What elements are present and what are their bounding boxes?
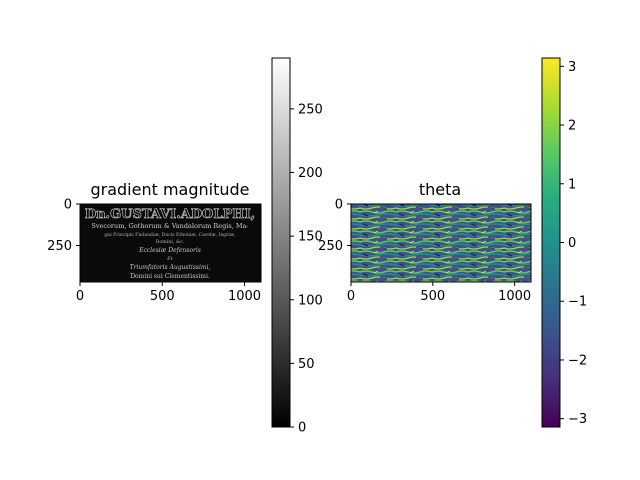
image-text-line: gni Principis Finlandiæ, Ducis Ethoniæ, … [104,232,236,238]
colorbar-tick-label: 0 [298,421,306,436]
panel-theta: theta 0 500 1000 0 250 3 2 1 0 −1 −2 −3 [318,57,587,428]
x-tick-label: 1000 [228,289,261,304]
y-tick-label: 0 [335,198,343,213]
colorbar-viridis [542,58,560,427]
axes-frame [350,203,532,283]
theta-image [351,204,531,282]
colorbar-tick-label: −1 [568,295,587,310]
image-text-line: Domini sui Clementissimi. [130,273,210,280]
image-text-line: Domini, &c. [156,239,185,245]
colorbar-tick-label: −2 [568,353,587,368]
image-text-line: Et [166,256,174,262]
colorbar-tick-label: 150 [298,230,323,245]
colorbar-tick-label: 250 [298,102,323,117]
x-tick-label: 500 [150,289,175,304]
image-text-block: Dn.GUSTAVI.ADOLPHI, Svecorum, Gothorum &… [85,207,256,280]
image-text-line: Dn.GUSTAVI.ADOLPHI, [85,207,255,222]
y-tick-label: 250 [47,239,72,254]
x-tick-label: 0 [76,289,84,304]
colorbar-tick-label: 200 [298,166,323,181]
image-text-line: Triumfatoris Augustissimi, [130,264,211,271]
colorbar-tick-label: 50 [298,357,315,372]
gradient-image [80,204,261,282]
panel-gradient-magnitude: gradient magnitude Dn.GUSTAVI.ADOLPHI, S… [47,57,323,436]
colorbar-tick-label: 2 [568,119,576,134]
colorbar-frame [271,57,291,428]
colorbar-tick-label: −3 [568,412,587,427]
colorbar-tick-label: 0 [568,236,576,251]
x-tick-label: 500 [420,289,445,304]
panel-title: gradient magnitude [90,180,249,199]
axes-frame [79,203,262,283]
colorbar-tick-label: 100 [298,293,323,308]
image-text-line: Svecorum, Gothorum & Vandalorum Regis, M… [91,222,248,230]
colorbar-tick-label: 1 [568,177,576,192]
colorbar-gray [272,58,290,427]
y-tick-label: 250 [318,239,343,254]
x-tick-label: 1000 [498,289,531,304]
colorbar-tick-label: 3 [568,60,576,75]
image-text-line: Ecclesiæ Defensoris [138,247,201,254]
panel-title: theta [419,180,461,199]
x-tick-label: 0 [347,289,355,304]
y-tick-label: 0 [64,198,72,213]
